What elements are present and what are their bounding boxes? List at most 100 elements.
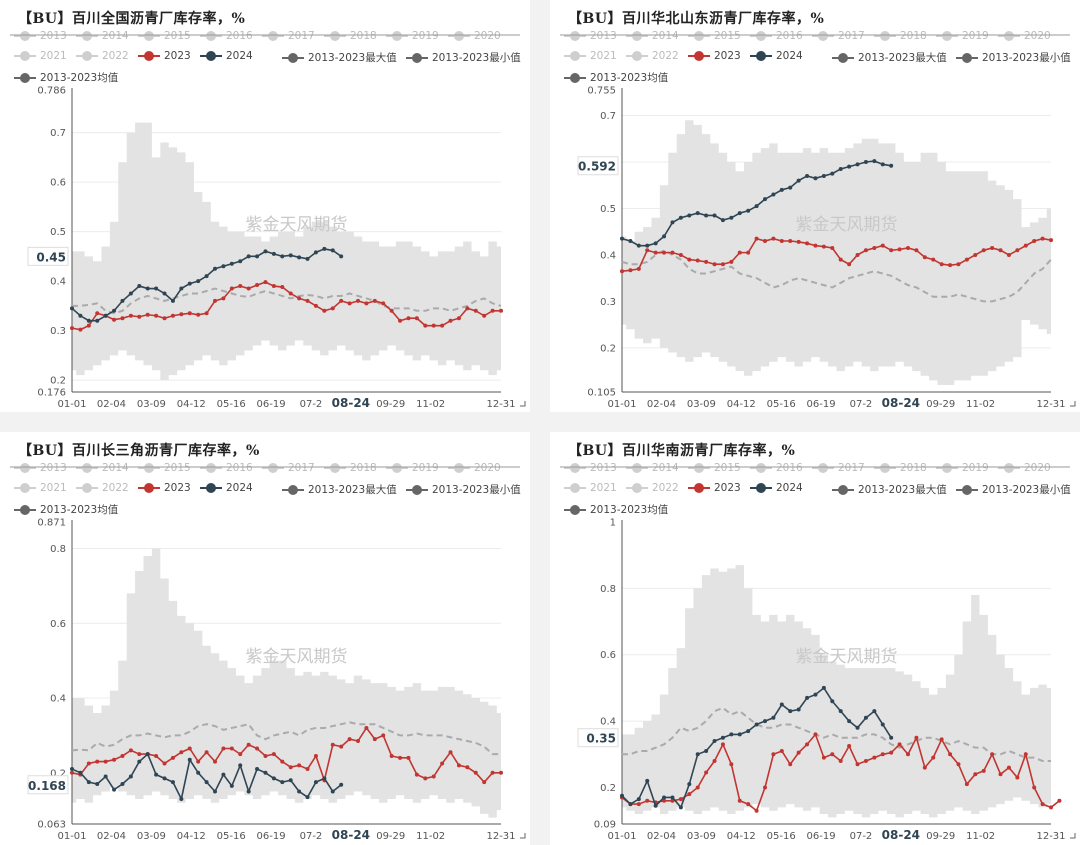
legend-item[interactable]: 2013-2023最小值 (406, 482, 521, 497)
data-point-2023 (490, 308, 495, 313)
legend-item[interactable]: 2019 (936, 30, 989, 42)
legend-item[interactable]: 2015 (688, 462, 741, 474)
legend-item[interactable]: 2016 (750, 30, 803, 42)
legend-item[interactable]: 2021 (564, 50, 617, 62)
legend-item[interactable]: 2021 (564, 482, 617, 494)
legend-label: 2021 (590, 50, 617, 62)
legend-item[interactable]: 2013-2023最大值 (282, 482, 397, 497)
legend-item[interactable]: 2023 (688, 482, 741, 494)
legend-item[interactable]: 2013 (564, 30, 617, 42)
data-point-2024 (86, 780, 91, 785)
legend-item[interactable]: 2020 (448, 30, 501, 42)
legend-label: 2022 (102, 50, 129, 62)
legend-item[interactable]: 2023 (138, 482, 191, 494)
legend-item[interactable]: 2013-2023最小值 (956, 50, 1071, 65)
data-point-2024 (162, 291, 167, 296)
legend-item[interactable]: 2016 (750, 462, 803, 474)
data-point-2024 (863, 160, 868, 165)
data-point-2023 (305, 767, 310, 772)
data-point-2023 (948, 752, 953, 757)
legend-item[interactable]: 2014 (626, 462, 679, 474)
legend-item[interactable]: 2013-2023最小值 (956, 482, 1071, 497)
data-point-2024 (255, 767, 260, 772)
legend-item[interactable]: 2021 (14, 482, 67, 494)
data-point-2024 (288, 778, 293, 783)
data-point-2024 (280, 254, 285, 259)
legend-item[interactable]: 2024 (750, 482, 803, 494)
data-point-2023 (372, 298, 377, 303)
legend-item[interactable]: 2024 (200, 50, 253, 62)
data-point-2023 (720, 262, 725, 267)
legend-item[interactable]: 2024 (200, 482, 253, 494)
legend-item[interactable]: 2020 (448, 462, 501, 474)
legend-item[interactable]: 2022 (76, 50, 129, 62)
legend-item[interactable]: 2017 (262, 30, 315, 42)
legend-marker-icon (200, 483, 222, 493)
legend-item[interactable]: 2013-2023均值 (14, 70, 118, 85)
legend-item[interactable]: 2021 (14, 50, 67, 62)
legend-item[interactable]: 2019 (936, 462, 989, 474)
legend-item[interactable]: 2013 (14, 462, 67, 474)
legend-item[interactable]: 2013-2023最小值 (406, 50, 521, 65)
legend-item[interactable]: 2018 (874, 462, 927, 474)
data-point-2023 (847, 744, 852, 749)
data-point-2023 (381, 733, 386, 738)
x-tick-label: 04-12 (727, 399, 756, 410)
y-tick-label: 0.5 (50, 227, 66, 238)
data-point-2023 (729, 259, 734, 264)
current-value-label: 0.592 (578, 160, 616, 174)
legend-item[interactable]: 2013 (14, 30, 67, 42)
legend-item[interactable]: 2017 (812, 30, 865, 42)
data-point-2023 (170, 755, 175, 760)
data-point-2023 (112, 757, 117, 762)
legend-item[interactable]: 2020 (998, 30, 1051, 42)
data-point-2024 (238, 763, 243, 768)
legend-item[interactable]: 2024 (750, 50, 803, 62)
legend-item[interactable]: 2023 (138, 50, 191, 62)
legend-item[interactable]: 2013-2023最大值 (832, 50, 947, 65)
legend-item[interactable]: 2015 (138, 30, 191, 42)
legend-item[interactable]: 2014 (626, 30, 679, 42)
data-point-2023 (120, 753, 125, 758)
legend-item[interactable]: 2013-2023均值 (564, 70, 668, 85)
legend-item[interactable]: 2013-2023最大值 (282, 50, 397, 65)
legend-item[interactable]: 2018 (324, 30, 377, 42)
legend-marker-icon (832, 52, 854, 63)
data-point-2024 (678, 805, 683, 810)
legend-item[interactable]: 2020 (998, 462, 1051, 474)
legend-item[interactable]: 2014 (76, 30, 129, 42)
legend-item[interactable]: 2023 (688, 50, 741, 62)
legend-item[interactable]: 2017 (812, 462, 865, 474)
x-tick-label: 01-01 (57, 399, 86, 410)
x-tick-label: 12-31 (1036, 399, 1065, 410)
legend-item[interactable]: 2019 (386, 30, 439, 42)
data-point-2023 (440, 761, 445, 766)
legend-item[interactable]: 2014 (76, 462, 129, 474)
legend-item[interactable]: 2016 (200, 30, 253, 42)
legend-item[interactable]: 2022 (626, 50, 679, 62)
legend-item[interactable]: 2013-2023最大值 (832, 482, 947, 497)
legend-item[interactable]: 2016 (200, 462, 253, 474)
chart-title: 【BU】百川华南沥青厂库存率，% (568, 443, 796, 459)
legend-label: 2016 (776, 30, 803, 42)
data-point-2024 (813, 176, 818, 181)
legend-item[interactable]: 2015 (688, 30, 741, 42)
legend-item[interactable]: 2018 (874, 30, 927, 42)
x-tick-label: 11-02 (416, 831, 445, 842)
legend-item[interactable]: 2022 (76, 482, 129, 494)
legend-item[interactable]: 2019 (386, 462, 439, 474)
legend-item[interactable]: 2013-2023均值 (564, 502, 668, 517)
legend-label: 2013-2023最大值 (308, 52, 397, 64)
data-point-2024 (103, 774, 108, 779)
x-tick-label: 07-2 (300, 399, 323, 410)
legend-item[interactable]: 2015 (138, 462, 191, 474)
legend-item[interactable]: 2022 (626, 482, 679, 494)
legend-item[interactable]: 2013-2023均值 (14, 502, 118, 517)
data-point-2024 (779, 702, 784, 707)
legend-item[interactable]: 2013 (564, 462, 617, 474)
legend-marker-icon (262, 31, 284, 41)
legend-label: 2013-2023均值 (40, 72, 119, 84)
data-point-2023 (196, 312, 201, 317)
legend-item[interactable]: 2018 (324, 462, 377, 474)
legend-item[interactable]: 2017 (262, 462, 315, 474)
